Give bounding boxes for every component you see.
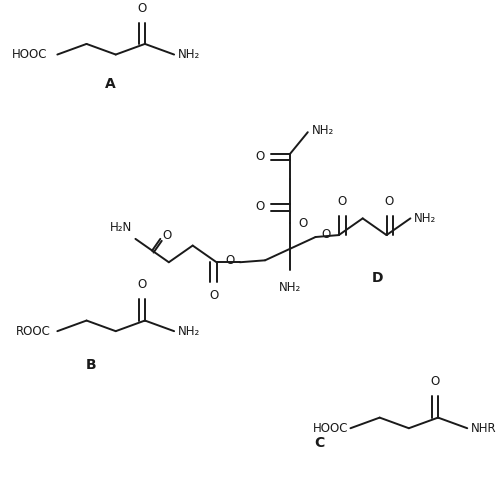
Text: H₂N: H₂N [110,221,133,234]
Text: NH₂: NH₂ [178,325,200,338]
Text: NH₂: NH₂ [178,48,200,61]
Text: O: O [226,254,235,267]
Text: O: O [138,2,147,15]
Text: O: O [138,278,147,291]
Text: O: O [430,375,440,388]
Text: NH₂: NH₂ [279,281,301,294]
Text: D: D [372,271,384,285]
Text: O: O [337,195,346,208]
Text: ROOC: ROOC [16,325,50,338]
Text: O: O [256,200,265,213]
Text: A: A [105,77,116,91]
Text: O: O [209,289,218,302]
Text: B: B [86,358,97,372]
Text: O: O [256,150,265,163]
Text: NHR: NHR [471,422,497,435]
Text: O: O [322,227,331,241]
Text: C: C [314,436,325,450]
Text: NH₂: NH₂ [414,212,436,225]
Text: NH₂: NH₂ [311,124,334,137]
Text: HOOC: HOOC [12,48,48,61]
Text: HOOC: HOOC [313,422,349,435]
Text: O: O [163,229,172,242]
Text: O: O [385,195,394,208]
Text: O: O [298,217,307,230]
